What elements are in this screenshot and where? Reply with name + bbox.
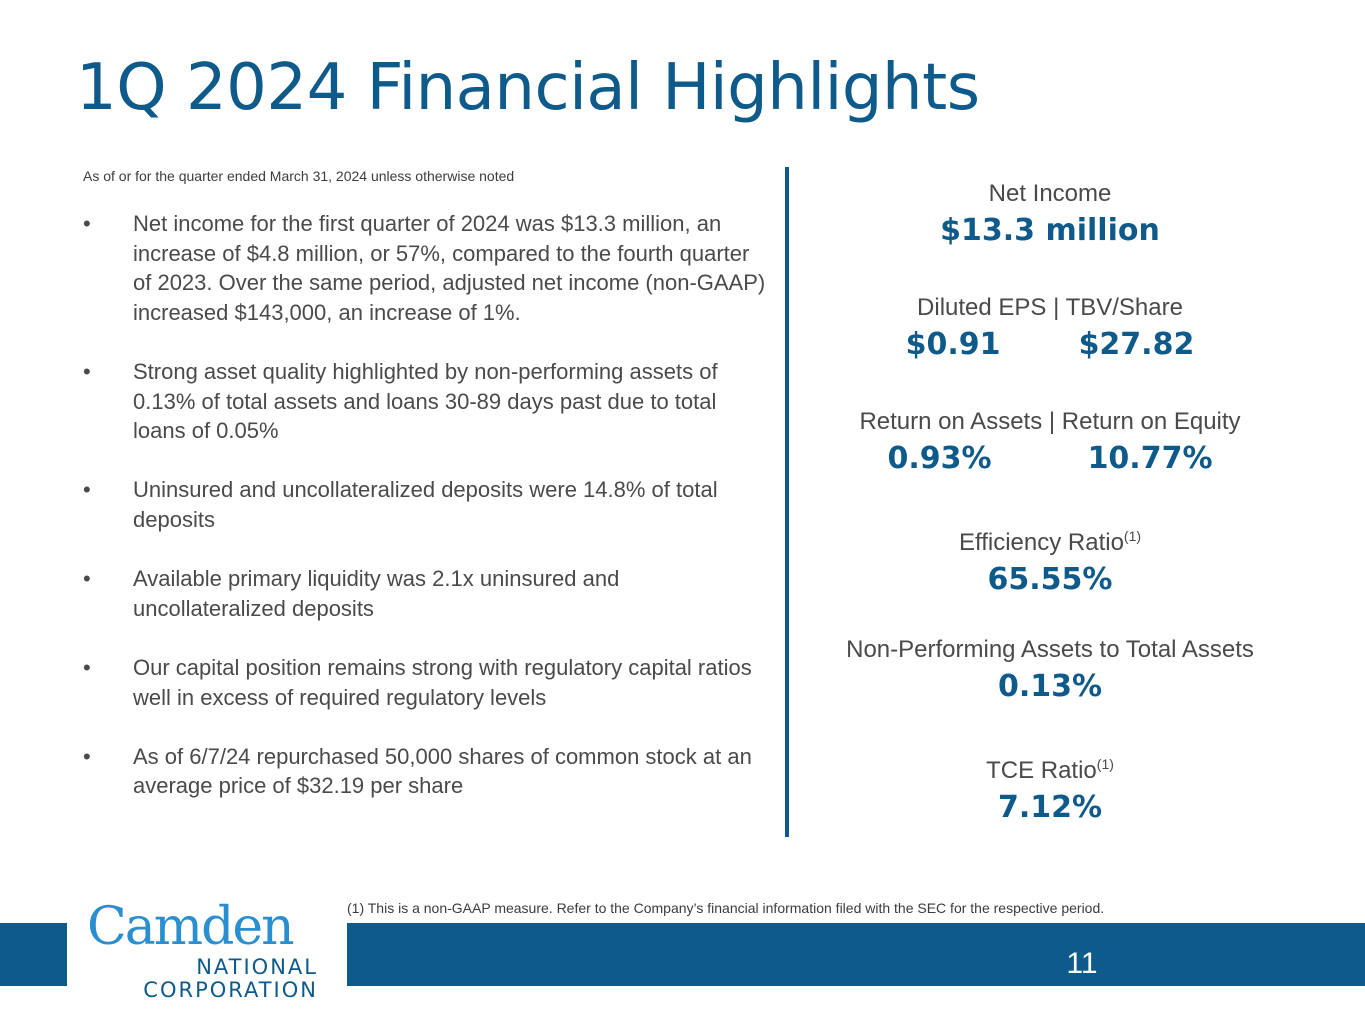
bullet-icon: • (83, 477, 91, 503)
footer-band-left (0, 923, 67, 986)
list-item: • Strong asset quality highlighted by non… (83, 357, 773, 446)
highlights-list: • Net income for the first quarter of 202… (83, 209, 773, 830)
logo-line-national: NATIONAL (196, 955, 318, 979)
footnote-mark: (1) (1123, 528, 1142, 544)
slide-title: 1Q 2024 Financial Highlights (76, 51, 980, 125)
bullet-icon: • (83, 654, 91, 680)
metric-roa-roe: Return on Assets | Return on Equity 0.93… (800, 404, 1300, 518)
bullet-text: Uninsured and uncollateralized deposits … (133, 477, 718, 532)
page-number: 11 (1066, 947, 1098, 980)
logo-wordmark: Camden (87, 897, 295, 957)
metrics-panel: Net Income $13.3 million Diluted EPS | T… (800, 176, 1300, 860)
metric-value-pair: 0.93% 10.77% (800, 440, 1300, 478)
list-item: • Net income for the first quarter of 202… (83, 209, 773, 327)
bullet-text: Strong asset quality highlighted by non-… (133, 358, 718, 444)
company-logo: Camden NATIONAL CORPORATION (82, 896, 322, 1006)
list-item: • Available primary liquidity was 2.1x un… (83, 564, 773, 623)
list-item: • Our capital position remains strong wit… (83, 653, 773, 712)
list-item: • As of 6/7/24 repurchased 50,000 shares … (83, 742, 773, 801)
tbv-per-share-value: $27.82 (1078, 327, 1195, 362)
metric-tce-ratio: TCE Ratio(1) 7.12% (800, 746, 1300, 860)
metric-value-pair: $0.91 $27.82 (800, 326, 1300, 364)
metric-value: 0.13% (997, 669, 1103, 704)
roa-value: 0.93% (887, 441, 992, 476)
list-item: • Uninsured and uncollateralized deposits… (83, 475, 773, 534)
bullet-text: As of 6/7/24 repurchased 50,000 shares o… (133, 743, 752, 799)
footnote-mark: (1) (1096, 756, 1114, 772)
metric-label-text: Efficiency Ratio (958, 529, 1124, 556)
metric-value: 65.55% (987, 562, 1113, 597)
bullet-icon: • (83, 566, 91, 592)
metric-label: Non-Performing Assets to Total Assets (846, 636, 1254, 663)
metric-label: TCE Ratio(1) (800, 746, 1300, 789)
metric-npa-ratio: Non-Performing Assets to Total Assets 0.… (800, 632, 1300, 746)
metric-label: Diluted EPS | TBV/Share (917, 294, 1183, 321)
bullet-icon: • (83, 358, 91, 384)
bullet-icon: • (83, 211, 91, 236)
metric-value: $13.3 million (940, 213, 1160, 248)
bullet-text: Net income for the first quarter of 2024… (133, 211, 766, 325)
logo-line-corporation: CORPORATION (143, 978, 318, 1002)
slide-subtitle: As of or for the quarter ended March 31,… (83, 168, 515, 184)
footer-band (347, 923, 1365, 986)
metric-net-income: Net Income $13.3 million (800, 176, 1300, 290)
bullet-text: Our capital position remains strong with… (133, 654, 752, 710)
metric-label-text: TCE Ratio (986, 757, 1097, 784)
diluted-eps-value: $0.91 (905, 327, 1001, 362)
metric-label: Return on Assets | Return on Equity (859, 408, 1241, 435)
footnote: (1) This is a non-GAAP measure. Refer to… (347, 900, 1105, 916)
metric-label: Efficiency Ratio(1) (800, 518, 1300, 561)
metric-eps-tbv: Diluted EPS | TBV/Share $0.91 $27.82 (800, 290, 1300, 404)
metric-efficiency-ratio: Efficiency Ratio(1) 65.55% (800, 518, 1300, 632)
metric-label: Net Income (988, 180, 1112, 207)
vertical-divider (785, 167, 789, 837)
roe-value: 10.77% (1087, 441, 1213, 476)
metric-value: 7.12% (997, 790, 1103, 825)
bullet-icon: • (83, 743, 91, 769)
bullet-text: Available primary liquidity was 2.1x uni… (133, 566, 620, 621)
